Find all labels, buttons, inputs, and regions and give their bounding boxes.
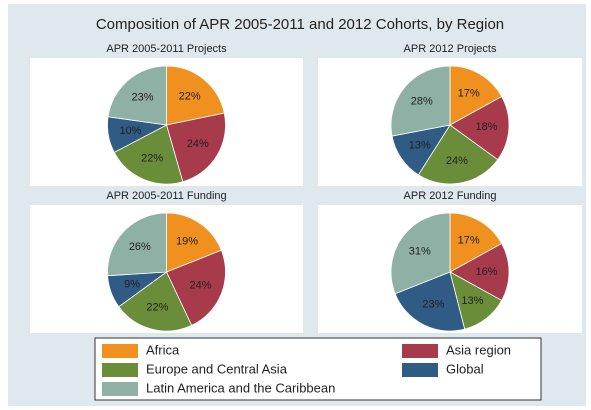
legend (94, 337, 542, 401)
legend-label: Europe and Central Asia (146, 361, 288, 376)
pie-title: APR 2005-2011 Projects (106, 43, 227, 55)
pie-slice (107, 212, 167, 277)
slice-label: 18% (475, 121, 497, 133)
pie-slice (449, 212, 503, 273)
slice-label: 13% (461, 295, 483, 307)
pie-slice (417, 124, 499, 185)
pie-title: APR 2012 Funding (404, 190, 497, 202)
legend-swatch (102, 363, 138, 377)
slice-label: 19% (176, 236, 198, 248)
slice-label: 24% (187, 138, 209, 150)
legend-swatch (402, 363, 438, 377)
pie-title: APR 2012 Projects (404, 43, 497, 55)
chart-title: Composition of APR 2005-2011 and 2012 Co… (96, 16, 504, 33)
slice-label: 23% (131, 91, 153, 103)
pie-slice (449, 96, 510, 161)
slice-label: 16% (476, 266, 498, 278)
slice-label: 9% (124, 278, 140, 290)
legend-swatch (402, 344, 438, 358)
pie-slice (166, 212, 222, 273)
pie-slice (107, 65, 167, 126)
slice-label: 22% (146, 301, 168, 313)
slice-label: 10% (119, 125, 141, 137)
slice-label: 24% (189, 279, 211, 291)
legend-label: Asia region (446, 342, 511, 357)
pie-slice (165, 112, 226, 183)
pie-slice (118, 271, 193, 332)
pie-slice (166, 65, 225, 126)
slice-label: 13% (409, 139, 431, 151)
pie-title: APR 2005-2011 Funding (106, 190, 226, 202)
pie-slice (390, 65, 451, 137)
pie-slice (449, 243, 510, 301)
pie-slice (390, 212, 451, 295)
slice-label: 26% (129, 241, 151, 253)
slice-label: 31% (409, 245, 431, 257)
slice-label: 28% (411, 96, 433, 108)
legend-label: Global (446, 361, 484, 376)
slice-label: 23% (422, 298, 444, 310)
slice-label: 22% (141, 153, 163, 165)
pie-slice (394, 271, 466, 332)
legend-swatch (102, 382, 138, 396)
slice-label: 17% (458, 87, 480, 99)
legend-label: Latin America and the Caribbean (146, 380, 335, 395)
slice-label: 24% (446, 155, 468, 167)
pie-slice (165, 249, 226, 326)
pie-slice (449, 65, 503, 126)
slice-label: 17% (458, 234, 480, 246)
legend-label: Africa (146, 342, 180, 357)
legend-swatch (102, 344, 138, 358)
pie-slice (113, 124, 184, 185)
slice-label: 22% (179, 91, 201, 103)
